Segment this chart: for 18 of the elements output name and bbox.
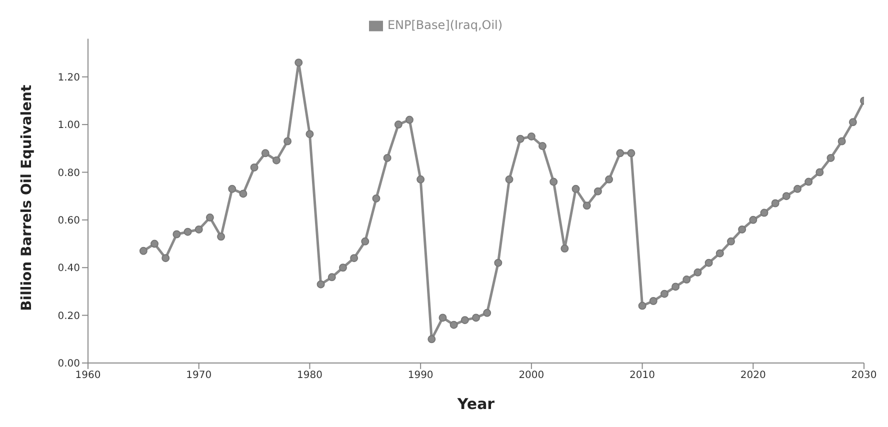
y-tick-label: 0.60 [58, 215, 80, 226]
x-tick-label: 1990 [408, 370, 434, 382]
legend-label: ENP[Base](Iraq,Oil) [387, 18, 503, 32]
y-axis-title: Billion Barrels Oil Equivalent [18, 84, 35, 311]
x-tick-label: 1970 [186, 370, 212, 382]
x-tick-label: 2010 [630, 370, 656, 382]
y-tick-label: 1.20 [58, 72, 80, 84]
y-tick-label: 0.80 [58, 168, 80, 179]
x-tick-label: 2000 [518, 370, 544, 382]
x-tick-label: 2020 [740, 370, 766, 382]
y-tick-label: 0.40 [58, 263, 80, 274]
y-tick-label: 0.00 [58, 358, 80, 370]
x-axis-title: Year [456, 395, 496, 413]
x-tick-label: 1980 [296, 370, 322, 382]
x-tick-label: 1960 [75, 370, 101, 382]
y-tick-label: 0.20 [58, 310, 80, 322]
y-tick-label: 1.00 [58, 120, 80, 132]
x-tick-label: 2030 [851, 370, 877, 382]
